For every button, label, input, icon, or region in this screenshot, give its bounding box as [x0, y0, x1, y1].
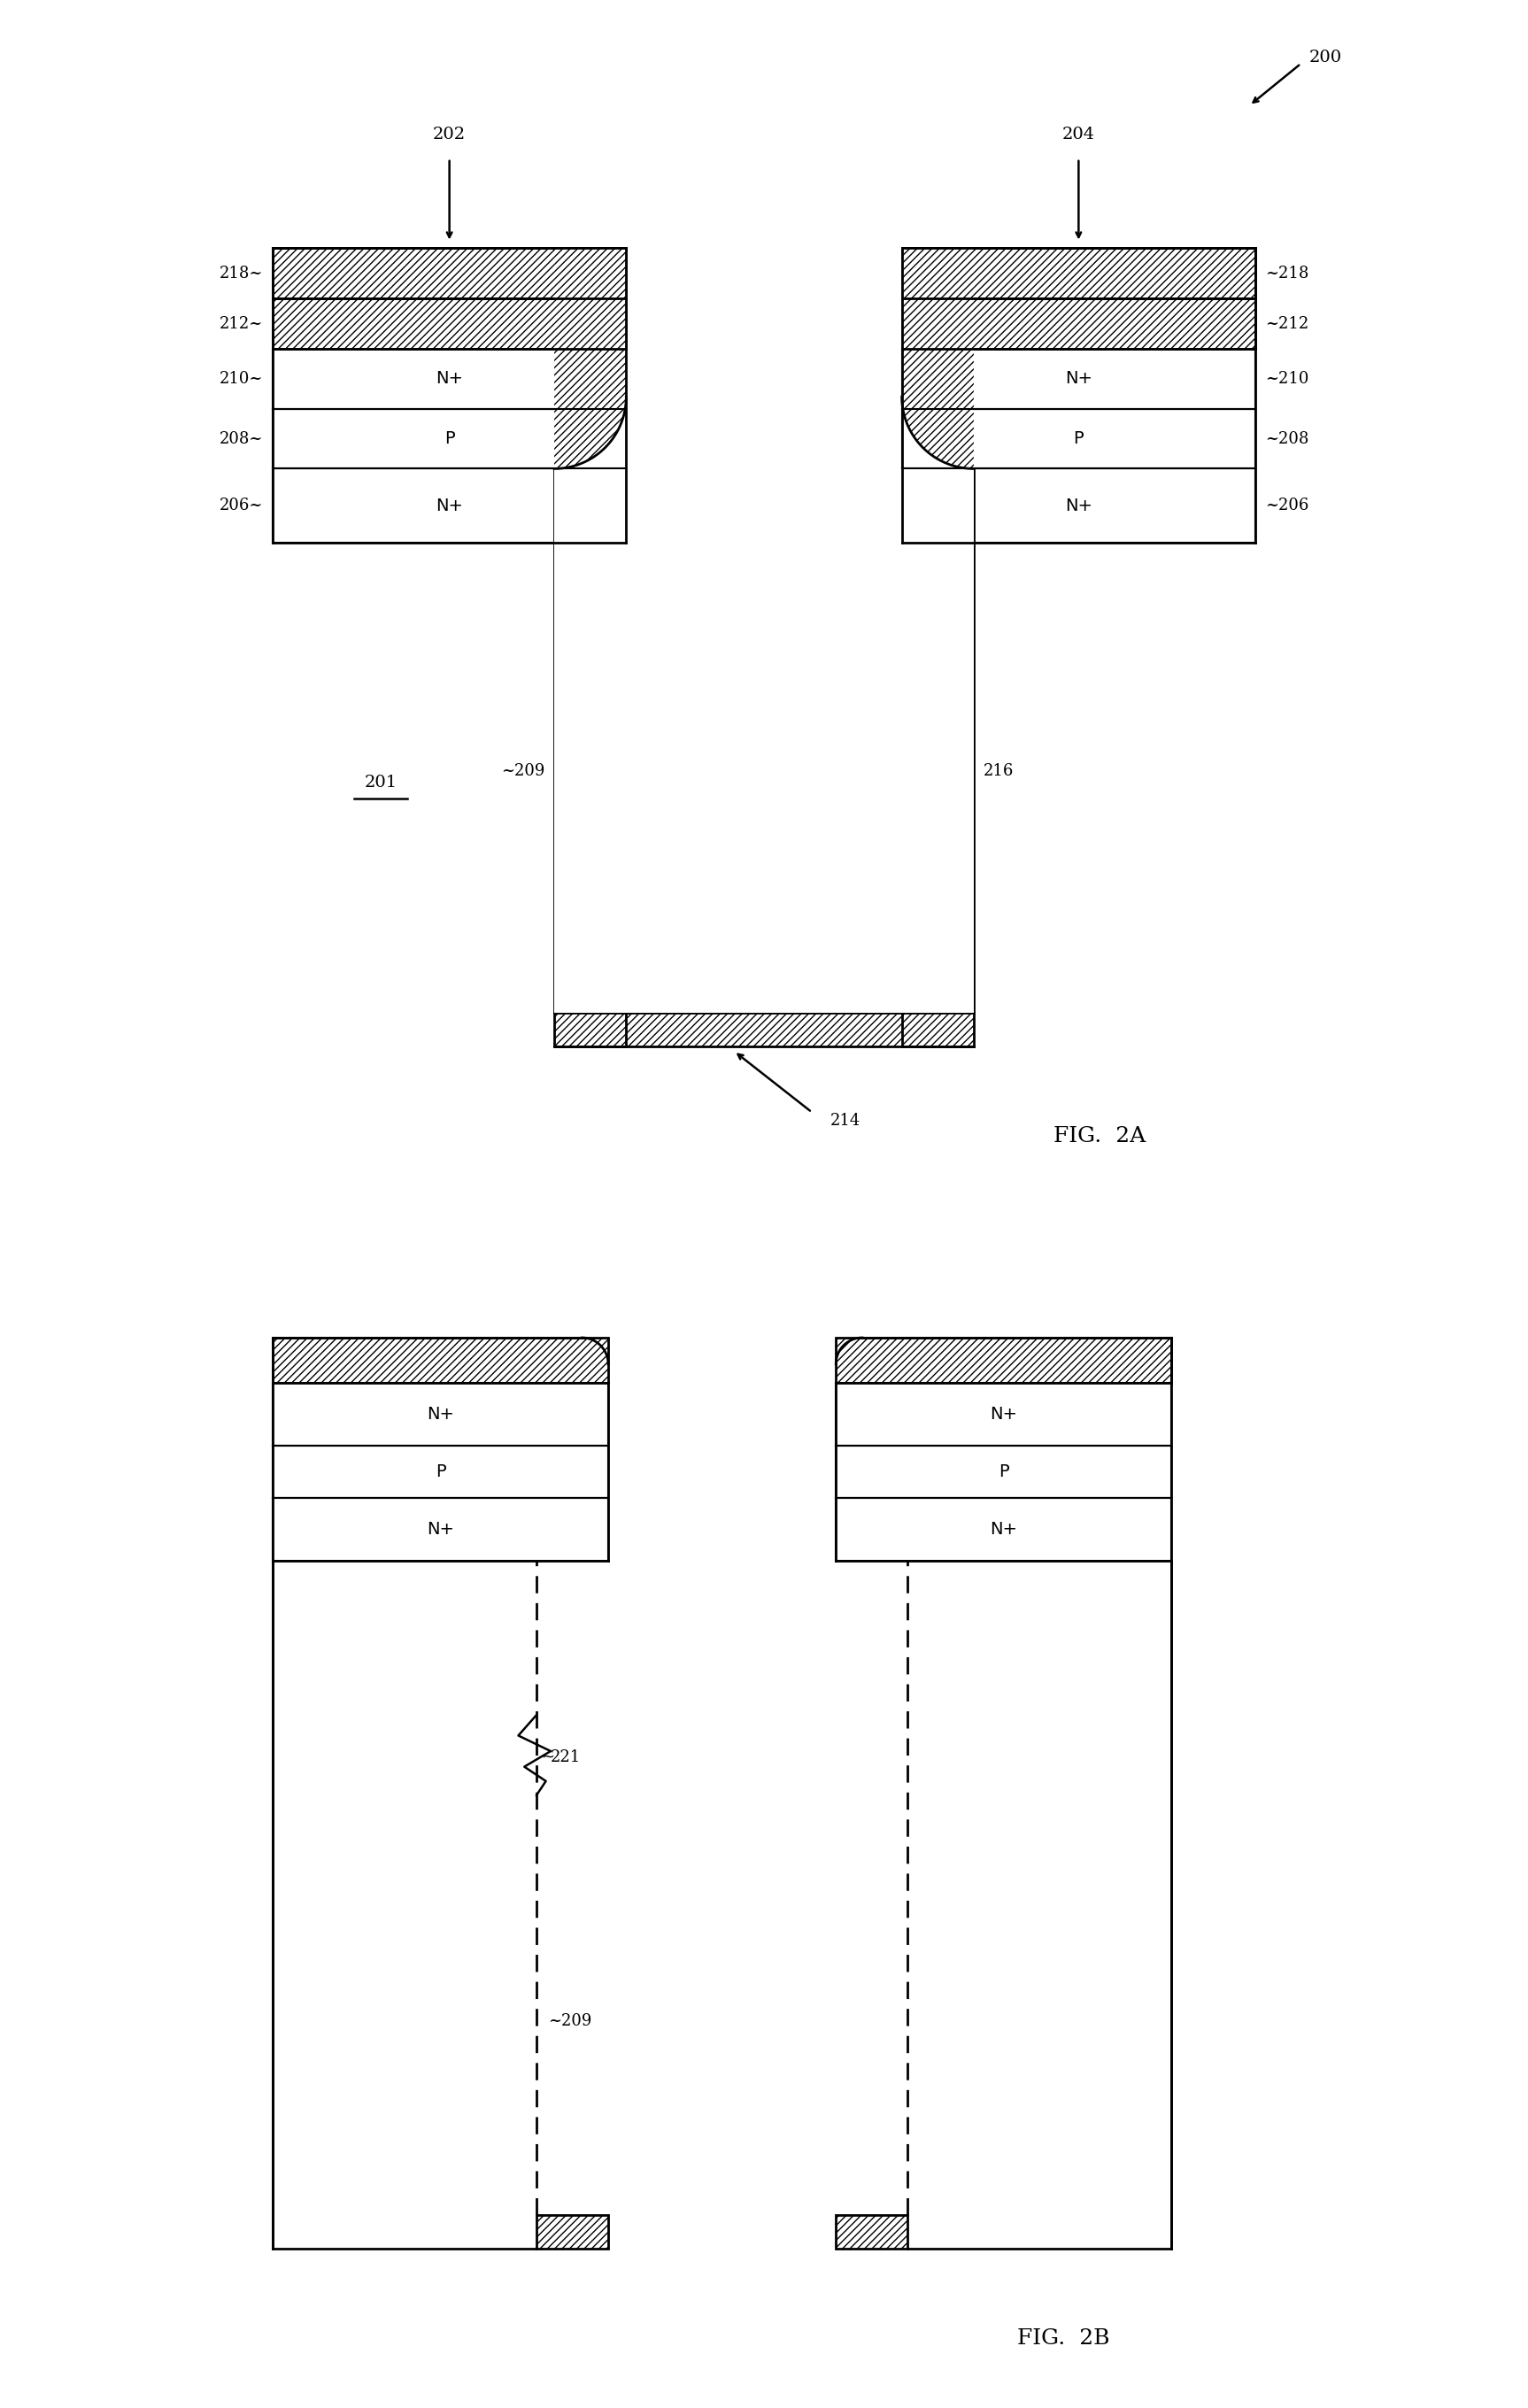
Bar — [272, 248, 626, 299]
Bar — [555, 1014, 973, 1047]
Bar — [272, 1339, 608, 1382]
Bar — [902, 409, 1256, 470]
Bar — [836, 2215, 908, 2249]
Bar — [272, 349, 626, 409]
Text: ~: ~ — [541, 1748, 555, 1765]
Text: 200: 200 — [1309, 51, 1342, 65]
Text: 206~: 206~ — [220, 498, 263, 513]
Text: N+: N+ — [990, 1406, 1018, 1423]
Text: P: P — [998, 1464, 1008, 1481]
Text: 218~: 218~ — [220, 265, 263, 282]
Bar — [555, 470, 973, 1014]
Text: N+: N+ — [435, 498, 463, 515]
Text: N+: N+ — [426, 1406, 454, 1423]
Bar — [902, 349, 1256, 409]
Text: 208~: 208~ — [220, 431, 263, 448]
Bar — [272, 409, 626, 470]
Bar — [272, 1382, 608, 1445]
Text: N+: N+ — [990, 1522, 1018, 1539]
Bar — [272, 1445, 608, 1498]
Bar — [272, 299, 626, 349]
Text: 214: 214 — [830, 1112, 860, 1129]
Bar — [836, 1382, 1172, 1445]
Text: 213: 213 — [782, 975, 813, 992]
Text: 221: 221 — [550, 1748, 581, 1765]
Polygon shape — [902, 248, 973, 542]
Text: P: P — [445, 431, 454, 448]
Bar — [836, 1339, 1172, 1382]
Bar — [836, 1445, 1172, 1498]
Text: 202: 202 — [432, 128, 466, 142]
Text: FIG.  2B: FIG. 2B — [1018, 2329, 1109, 2348]
Text: ~209: ~209 — [501, 763, 544, 778]
Text: P: P — [435, 1464, 446, 1481]
Text: N+: N+ — [1065, 371, 1093, 388]
Text: ~209: ~209 — [549, 2013, 591, 2030]
Text: FIG.  2A: FIG. 2A — [1053, 1127, 1146, 1146]
Text: N+: N+ — [435, 371, 463, 388]
Bar — [902, 248, 1256, 299]
Text: P: P — [1074, 431, 1083, 448]
Text: ~212: ~212 — [1265, 315, 1308, 332]
Text: 216: 216 — [984, 763, 1013, 778]
Bar — [902, 299, 1256, 349]
Bar — [836, 1498, 1172, 1560]
Bar — [272, 470, 626, 542]
Bar — [902, 470, 1256, 542]
Text: 201: 201 — [364, 775, 397, 790]
Bar — [272, 1498, 608, 1560]
Text: ~206: ~206 — [1265, 498, 1308, 513]
Polygon shape — [555, 248, 626, 542]
Text: N+: N+ — [1065, 498, 1093, 515]
Bar — [536, 2215, 608, 2249]
Text: 212~: 212~ — [220, 315, 263, 332]
Text: ~218: ~218 — [1265, 265, 1308, 282]
Bar — [555, 248, 626, 542]
Text: ~208: ~208 — [1265, 431, 1308, 448]
Text: ~210: ~210 — [1265, 371, 1308, 388]
Text: 210~: 210~ — [220, 371, 263, 388]
Text: N+: N+ — [426, 1522, 454, 1539]
Text: 204: 204 — [1062, 128, 1096, 142]
Bar — [555, 542, 973, 1014]
